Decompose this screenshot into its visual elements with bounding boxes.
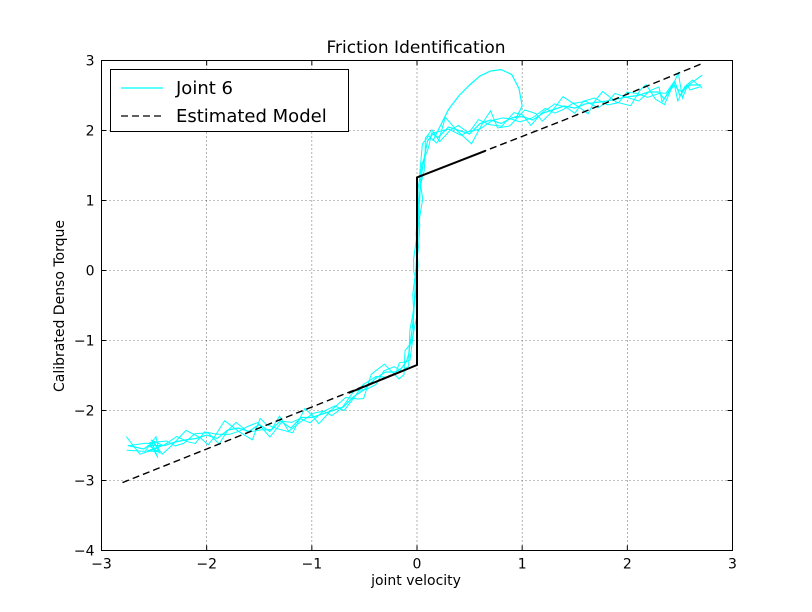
series-joint-6-pass [125, 71, 703, 455]
x-tick-label: 0 [413, 557, 422, 573]
chart-title: Friction Identification [326, 38, 505, 58]
y-axis-label: Calibrated Denso Torque [52, 220, 68, 392]
y-tick-label: −2 [74, 404, 95, 420]
y-tick-label: −1 [74, 334, 95, 350]
x-tick-label: −2 [196, 557, 217, 573]
series-estimated-model-core [348, 149, 486, 394]
x-tick-label: −1 [302, 557, 323, 573]
plot-area [122, 63, 703, 484]
series-joint-6-overshoot [432, 68, 523, 142]
y-tick-label: −4 [74, 544, 95, 560]
x-tick-label: 2 [623, 557, 632, 573]
x-tick-label: −3 [91, 557, 112, 573]
legend-label-model: Estimated Model [176, 106, 327, 127]
x-tick-label: 3 [728, 557, 737, 573]
y-tick-label: 1 [86, 194, 95, 210]
legend-box [110, 69, 349, 132]
legend: Joint 6 Estimated Model [110, 69, 349, 132]
series-joint-6-pass [126, 79, 703, 453]
y-tick-label: 2 [86, 124, 95, 140]
y-tick-label: 3 [86, 54, 95, 70]
x-tick-label: 1 [518, 557, 527, 573]
y-tick-label: −3 [74, 474, 95, 490]
legend-label-joint: Joint 6 [175, 78, 233, 99]
x-axis-label: joint velocity [370, 573, 461, 589]
y-tick-label: 0 [86, 264, 95, 280]
